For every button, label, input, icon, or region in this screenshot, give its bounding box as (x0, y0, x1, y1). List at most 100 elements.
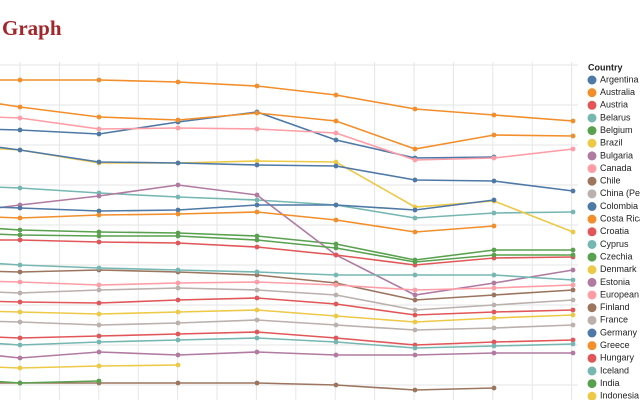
data-point (175, 160, 181, 166)
data-point (570, 337, 576, 343)
data-point (491, 210, 497, 216)
data-point (333, 252, 339, 258)
data-point (96, 349, 102, 355)
data-point (412, 312, 418, 318)
data-point (96, 159, 102, 165)
data-point (254, 380, 260, 386)
data-point (491, 178, 497, 184)
series-line (0, 319, 574, 331)
series-line (0, 111, 495, 159)
data-point (17, 262, 23, 268)
data-point (96, 212, 102, 218)
data-point (570, 282, 576, 288)
data-point (175, 297, 181, 303)
data-point (96, 333, 102, 339)
data-point (570, 341, 576, 347)
data-point (17, 227, 23, 233)
data-point (17, 77, 23, 83)
data-point (491, 385, 497, 391)
data-point (175, 285, 181, 291)
data-point (254, 287, 260, 293)
legend-title: Country (588, 62, 623, 72)
data-point (333, 282, 339, 288)
legend-swatch (587, 113, 597, 123)
data-point (254, 329, 260, 335)
legend-swatch (587, 366, 597, 376)
data-point (333, 130, 339, 136)
legend-swatch (587, 176, 597, 186)
series-line (0, 364, 179, 369)
legend-swatch (587, 151, 597, 161)
data-point (175, 331, 181, 337)
data-point (175, 267, 181, 273)
data-point (175, 194, 181, 200)
chart-title: Graph (2, 16, 62, 40)
legend-label: Austria (600, 100, 628, 110)
data-point (333, 339, 339, 345)
data-point (175, 182, 181, 188)
legend-swatch (587, 88, 597, 98)
data-point (412, 215, 418, 221)
data-point (333, 272, 339, 278)
data-point (491, 197, 497, 203)
data-point (175, 211, 181, 217)
data-point (570, 118, 576, 124)
legend-swatch (587, 75, 597, 85)
data-point (17, 115, 23, 121)
legend-swatch (587, 100, 597, 110)
data-point (491, 292, 497, 298)
legend-label: Argentina (600, 74, 639, 84)
data-point (333, 301, 339, 307)
data-point (491, 339, 497, 345)
data-point (570, 307, 576, 313)
data-point (96, 126, 102, 132)
data-point (491, 309, 497, 315)
data-point (17, 127, 23, 133)
legend-swatch (587, 391, 597, 400)
data-point (333, 137, 339, 143)
data-point (17, 319, 23, 325)
data-point (17, 380, 23, 386)
data-point (17, 279, 23, 285)
data-point (254, 192, 260, 198)
legend-label: Czechia (600, 251, 633, 261)
legend-label: Estonia (600, 277, 630, 287)
legend-swatch (587, 303, 597, 313)
data-point (333, 382, 339, 388)
data-point (412, 327, 418, 333)
legend-swatch (587, 227, 597, 237)
data-point (254, 317, 260, 323)
legend-label: Cyprus (600, 239, 629, 249)
data-point (17, 269, 23, 275)
data-point (96, 300, 102, 306)
data-point (491, 280, 497, 286)
data-point (17, 232, 23, 238)
data-point (254, 83, 260, 89)
data-point (175, 207, 181, 213)
data-point (17, 355, 23, 361)
data-point (254, 279, 260, 285)
data-point (491, 325, 497, 331)
data-point (254, 244, 260, 250)
data-point (412, 207, 418, 213)
data-point (254, 335, 260, 341)
series-line (0, 199, 495, 212)
series-line (0, 280, 574, 291)
series-line (0, 233, 573, 263)
data-point (412, 345, 418, 351)
data-point (96, 287, 102, 293)
legend-label: Australia (600, 87, 635, 97)
data-point (17, 215, 23, 221)
data-point (333, 322, 339, 328)
data-point (412, 177, 418, 183)
data-point (17, 335, 23, 341)
legend: Argentina Australia Austria Belarus Belgium B… (587, 74, 640, 400)
legend-label: Indonesia (600, 391, 639, 400)
data-point (96, 229, 102, 235)
data-point (491, 155, 497, 161)
data-point (175, 352, 181, 358)
data-point (333, 313, 339, 319)
legend-label: Colombia (600, 201, 638, 211)
data-point (412, 319, 418, 325)
